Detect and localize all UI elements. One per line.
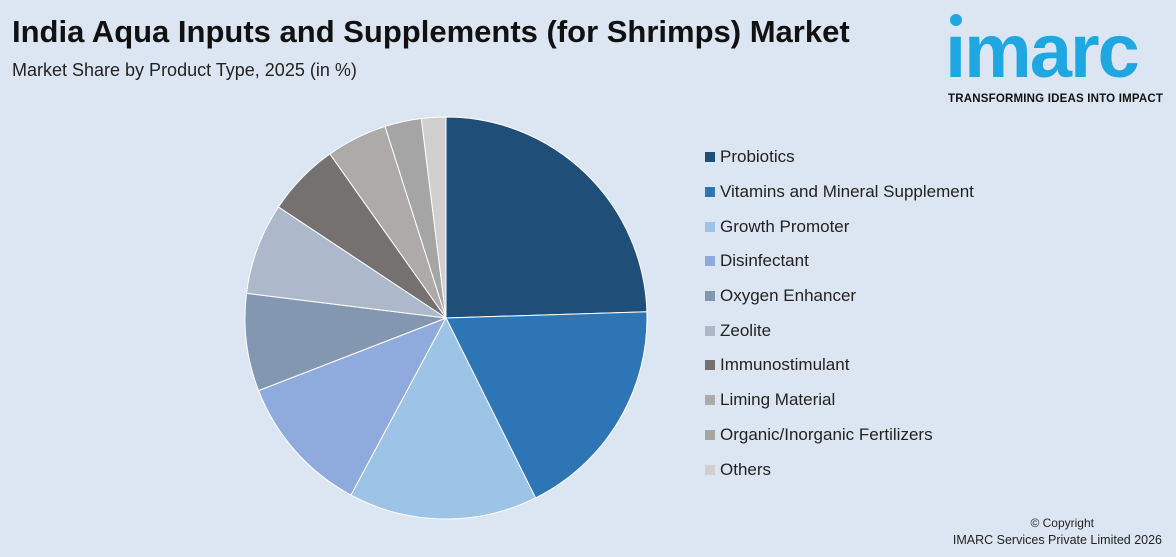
legend-item: Probiotics bbox=[705, 140, 974, 175]
legend-swatch bbox=[705, 395, 715, 406]
legend-label: Immunostimulant bbox=[720, 355, 850, 375]
logo-wordmark: ımarc bbox=[945, 9, 1140, 94]
logo-dot bbox=[950, 14, 962, 26]
legend-item: Disinfectant bbox=[705, 244, 974, 279]
legend-item: Organic/Inorganic Fertilizers bbox=[705, 418, 974, 453]
chart-subtitle: Market Share by Product Type, 2025 (in %… bbox=[12, 60, 357, 80]
pie-slice-vitamins-and-mineral-supplement bbox=[445, 311, 648, 499]
chart-title: India Aqua Inputs and Supplements (for S… bbox=[12, 14, 850, 49]
pie-slice-growth-promoter bbox=[350, 316, 537, 520]
copyright-text: © Copyright bbox=[1030, 516, 1094, 530]
legend-label: Organic/Inorganic Fertilizers bbox=[720, 424, 933, 444]
legend-label: Zeolite bbox=[720, 320, 772, 340]
legend-item: Zeolite bbox=[705, 313, 974, 348]
pie-slice-oxygen-enhancer bbox=[244, 292, 447, 392]
legend-item: Others bbox=[705, 452, 974, 487]
legend-label: Disinfectant bbox=[720, 251, 809, 271]
legend-item: Growth Promoter bbox=[705, 209, 974, 244]
legend-item: Liming Material bbox=[705, 383, 974, 418]
legend-swatch bbox=[705, 360, 715, 371]
legend-label: Vitamins and Mineral Supplement bbox=[720, 182, 974, 202]
legend-label: Others bbox=[720, 459, 772, 479]
legend-label: Probiotics bbox=[720, 147, 795, 167]
legend-swatch bbox=[705, 325, 715, 336]
legend-swatch bbox=[705, 256, 715, 267]
legend-swatch bbox=[705, 429, 715, 440]
legend-item: Oxygen Enhancer bbox=[705, 279, 974, 314]
logo-tagline: TRANSFORMING IDEAS INTO IMPACT bbox=[948, 93, 1164, 105]
legend-swatch bbox=[705, 187, 715, 198]
pie-slice-others bbox=[420, 116, 447, 319]
imarc-logo: ımarc TRANSFORMING IDEAS INTO IMPACT bbox=[945, 12, 1170, 108]
pie-slice-probiotics bbox=[445, 116, 648, 319]
legend-swatch bbox=[705, 291, 715, 302]
legend-label: Oxygen Enhancer bbox=[720, 286, 857, 306]
pie-slice-disinfectant bbox=[257, 317, 448, 496]
legend-swatch bbox=[705, 221, 715, 232]
legend-swatch bbox=[705, 152, 715, 163]
legend-label: Growth Promoter bbox=[720, 216, 850, 236]
legend-item: Immunostimulant bbox=[705, 348, 974, 383]
legend-label: Liming Material bbox=[720, 390, 836, 410]
chart-legend: Probiotics Vitamins and Mineral Supplemen… bbox=[705, 140, 974, 487]
legend-item: Vitamins and Mineral Supplement bbox=[705, 175, 974, 210]
company-text: IMARC Services Private Limited 2026 bbox=[952, 533, 1162, 547]
legend-swatch bbox=[705, 464, 715, 475]
